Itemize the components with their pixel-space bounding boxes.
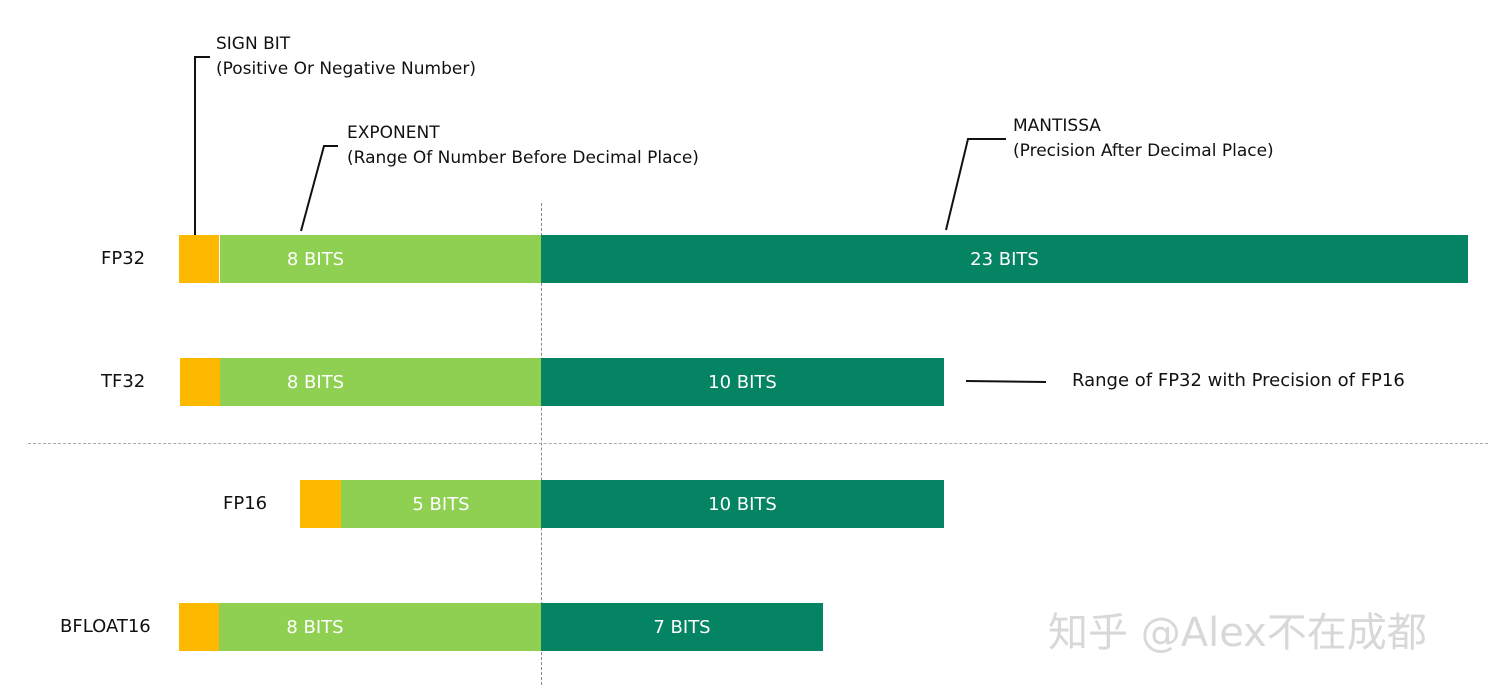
- tf32-sign-segment: [180, 358, 220, 406]
- fp16-exponent-segment: 5 BITS: [341, 480, 541, 528]
- tf32-exponent-label: 8 BITS: [286, 371, 345, 393]
- row-label-bfloat16: BFLOAT16: [60, 616, 151, 637]
- watermark: 知乎 @Alex不在成都: [1048, 610, 1427, 656]
- decimal-divider-line: [541, 203, 542, 685]
- sign-pointer-line: [194, 56, 210, 235]
- fp32-exponent-segment: 8 BITS: [220, 235, 541, 283]
- mantissa-annotation: MANTISSA (Precision After Decimal Place): [1013, 114, 1274, 164]
- fp32-sign-segment: [179, 235, 219, 283]
- exponent-pointer-line: [300, 145, 338, 232]
- group-divider-line: [28, 443, 1488, 444]
- bfloat16-mantissa-label: 7 BITS: [653, 616, 711, 638]
- exponent-title: EXPONENT: [347, 123, 440, 143]
- row-label-fp32: FP32: [101, 248, 146, 269]
- fp32-exponent-label: 8 BITS: [286, 248, 345, 270]
- mantissa-pointer-line: [945, 138, 1006, 231]
- bfloat16-exponent-segment: 8 BITS: [219, 603, 541, 651]
- fp16-exponent-label: 5 BITS: [412, 493, 470, 515]
- tf32-mantissa-label: 10 BITS: [708, 371, 777, 393]
- row-label-fp16: FP16: [223, 493, 268, 514]
- tf32-note: Range of FP32 with Precision of FP16: [1072, 370, 1405, 391]
- exponent-desc: (Range Of Number Before Decimal Place): [347, 148, 699, 168]
- fp16-mantissa-segment: 10 BITS: [541, 480, 944, 528]
- fp32-mantissa-label: 23 BITS: [970, 248, 1039, 270]
- bfloat16-sign-segment: [179, 603, 219, 651]
- exponent-annotation: EXPONENT (Range Of Number Before Decimal…: [347, 121, 699, 171]
- mantissa-desc: (Precision After Decimal Place): [1013, 141, 1274, 161]
- bfloat16-exponent-label: 8 BITS: [286, 616, 344, 638]
- mantissa-title: MANTISSA: [1013, 116, 1101, 136]
- fp32-mantissa-segment: 23 BITS: [541, 235, 1468, 283]
- row-label-tf32: TF32: [101, 371, 146, 392]
- fp16-sign-segment: [300, 480, 341, 528]
- tf32-exponent-segment: 8 BITS: [220, 358, 541, 406]
- tf32-mantissa-segment: 10 BITS: [541, 358, 944, 406]
- sign-bit-title: SIGN BIT: [216, 34, 291, 54]
- tf32-note-line: [965, 380, 1047, 383]
- sign-bit-annotation: SIGN BIT (Positive Or Negative Number): [216, 32, 476, 82]
- bfloat16-mantissa-segment: 7 BITS: [541, 603, 823, 651]
- fp16-mantissa-label: 10 BITS: [708, 493, 777, 515]
- sign-bit-desc: (Positive Or Negative Number): [216, 59, 476, 79]
